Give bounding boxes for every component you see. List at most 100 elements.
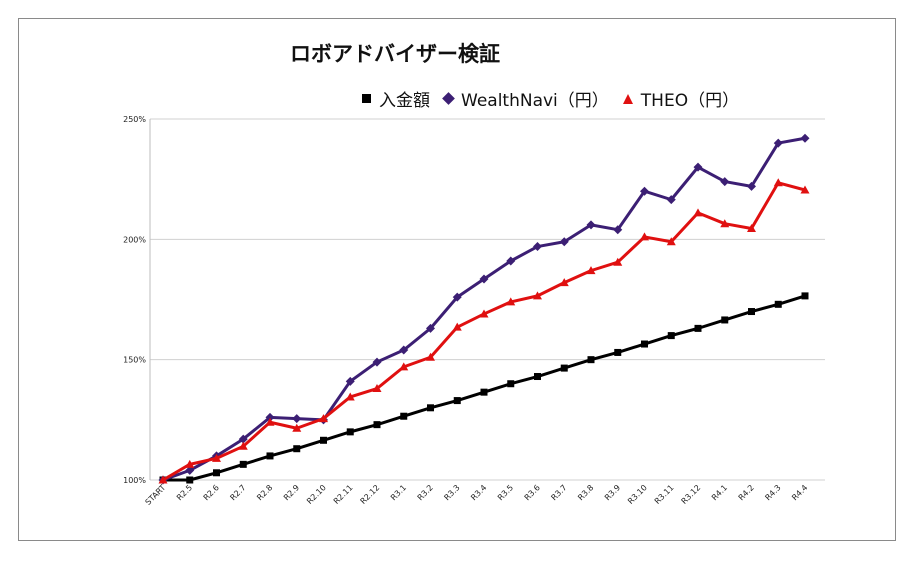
data-point-square (641, 340, 648, 348)
x-tick-label: R4.1 (710, 483, 729, 502)
data-point-diamond (773, 138, 783, 148)
data-point-square (721, 316, 729, 324)
x-tick-label: R2.11 (332, 483, 355, 506)
data-point-diamond (345, 376, 355, 386)
y-tick-label: 100% (123, 476, 146, 485)
legend-label-wealthnavi: WealthNavi（円） (461, 91, 609, 111)
y-tick-label: 250% (123, 115, 146, 124)
data-point-triangle (292, 423, 302, 432)
data-point-square (239, 460, 247, 468)
x-tick-label: R3.11 (653, 483, 676, 506)
x-tick-label: R3.3 (442, 483, 461, 502)
data-point-triangle (238, 441, 248, 450)
data-point-square (186, 476, 194, 484)
data-point-diamond (185, 465, 195, 475)
data-point-diamond (800, 133, 810, 143)
x-tick-label: R2.5 (175, 483, 194, 502)
data-point-square (667, 332, 675, 340)
data-point-square (801, 292, 809, 300)
data-point-square (694, 324, 702, 332)
series-line-3 (162, 181, 806, 482)
data-point-triangle (720, 219, 730, 228)
data-point-square (293, 445, 301, 453)
data-point-square (507, 380, 515, 388)
data-point-square (748, 308, 755, 316)
legend: 入金額 WealthNavi（円） THEO（円） (362, 86, 753, 111)
data-point-triangle (399, 362, 409, 371)
x-tick-label: R2.12 (359, 483, 382, 506)
data-point-square (427, 404, 434, 412)
data-point-diamond (666, 195, 676, 205)
data-point-square (400, 412, 408, 420)
data-point-triangle (693, 208, 703, 217)
data-point-square (213, 469, 220, 477)
chart-title: ロボアドバイザー検証 (290, 42, 500, 66)
data-point-triangle (265, 417, 275, 426)
data-point-diamond (399, 345, 409, 355)
data-point-square (266, 452, 274, 460)
data-point-triangle (479, 309, 489, 318)
legend-label-deposit: 入金額 (379, 91, 430, 111)
data-point-diamond (479, 274, 489, 284)
data-point-diamond (613, 225, 623, 235)
data-point-triangle (773, 178, 783, 187)
x-tick-label: R3.2 (416, 483, 435, 502)
data-point-diamond (426, 323, 435, 333)
data-point-diamond (747, 181, 756, 191)
data-point-triangle (452, 322, 462, 331)
data-point-diamond (292, 414, 302, 424)
data-point-triangle (747, 224, 756, 233)
data-point-triangle (185, 459, 195, 468)
data-point-square (587, 356, 595, 364)
x-tick-label: R3.5 (496, 483, 515, 502)
data-point-triangle (666, 237, 676, 246)
data-point-triangle (613, 257, 623, 266)
x-tick-label: R3.8 (576, 483, 595, 502)
x-tick-label: R3.10 (626, 483, 649, 506)
x-tick-label: R3.1 (389, 483, 408, 502)
data-point-diamond (506, 256, 516, 266)
data-point-square (614, 348, 622, 356)
legend-item-theo: THEO（円） (622, 86, 739, 111)
y-tick-label: 150% (123, 356, 146, 365)
triangle-marker-icon (622, 93, 633, 104)
data-point-square (320, 436, 327, 444)
x-tick-label: R3.12 (680, 483, 703, 506)
x-tick-label: R4.3 (763, 483, 782, 502)
data-point-diamond (640, 186, 649, 196)
data-point-diamond (265, 412, 275, 422)
data-point-triangle (506, 297, 516, 306)
data-point-diamond (586, 220, 596, 230)
legend-item-deposit: 入金額 (362, 86, 430, 111)
x-tick-label: R2.7 (228, 483, 247, 502)
data-point-triangle (426, 352, 435, 361)
data-point-triangle (319, 414, 328, 423)
data-point-diamond (559, 237, 569, 247)
data-point-square (346, 428, 354, 436)
data-point-triangle (533, 291, 542, 300)
series-line-1 (163, 294, 806, 482)
data-point-diamond (452, 292, 462, 302)
data-point-triangle (372, 384, 382, 393)
data-point-triangle (212, 453, 221, 462)
data-point-square (453, 397, 461, 405)
data-point-triangle (158, 475, 168, 484)
data-point-triangle (800, 185, 810, 194)
x-tick-label: START (144, 483, 168, 507)
data-point-triangle (345, 392, 355, 401)
series-line-2 (162, 136, 806, 482)
legend-item-wealthnavi: WealthNavi（円） (442, 86, 609, 111)
x-tick-label: R3.6 (523, 483, 542, 502)
data-point-triangle (559, 278, 569, 287)
chart-frame (18, 18, 896, 541)
square-marker-icon (362, 94, 371, 103)
data-point-square (373, 421, 381, 429)
data-point-diamond (693, 162, 703, 172)
y-tick-label: 200% (123, 235, 146, 244)
x-tick-label: R3.9 (603, 483, 622, 502)
x-tick-label: R3.7 (549, 483, 568, 502)
x-tick-label: R4.4 (790, 483, 809, 502)
x-tick-label: R2.8 (255, 483, 274, 502)
data-point-diamond (720, 177, 730, 187)
